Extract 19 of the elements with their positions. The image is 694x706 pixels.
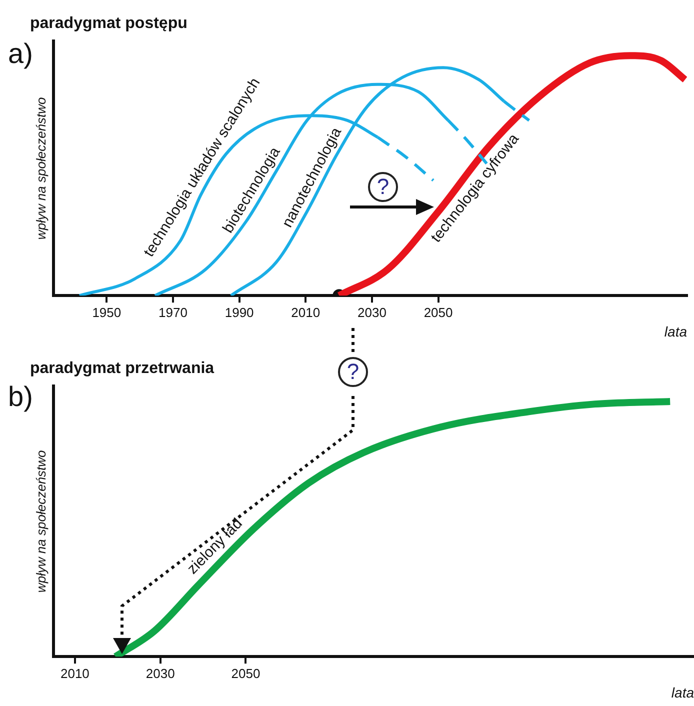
x-tick-label: 2030 — [146, 666, 175, 681]
x-tick-label: 1990 — [224, 304, 254, 320]
x-tick-label: 1970 — [158, 304, 188, 320]
text: a) — [8, 38, 33, 69]
y-axis-title: wpływ na społeczeństwo — [33, 97, 48, 240]
text: b) — [8, 381, 33, 412]
y-axis-title: wpływ na społeczeństwo — [33, 450, 48, 593]
chart-title: paradygmat postępu — [30, 15, 188, 32]
annotation: ? — [368, 172, 398, 202]
x-tick-label: 2010 — [60, 666, 90, 681]
x-axis-title: lata — [664, 323, 688, 340]
chart-title: paradygmat przetrwania — [30, 360, 214, 378]
text: ? — [338, 357, 368, 387]
x-tick-label: 2050 — [231, 666, 260, 681]
x-tick-label: 1950 — [92, 304, 122, 320]
x-tick-label: 2010 — [291, 304, 320, 320]
x-tick-label: 2050 — [424, 304, 453, 320]
x-tick-label: 2030 — [357, 304, 386, 320]
x-axis-title: lata — [671, 684, 694, 700]
